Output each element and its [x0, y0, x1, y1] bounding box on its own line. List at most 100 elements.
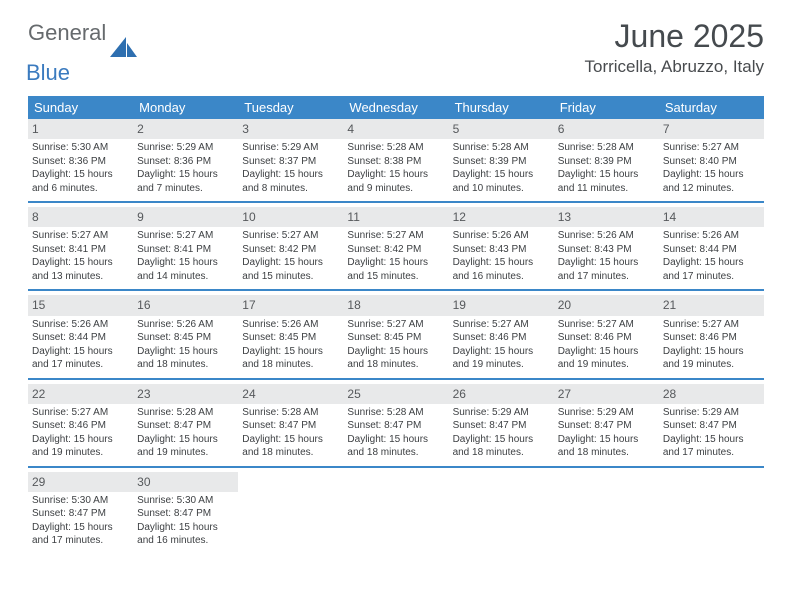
day-header: Monday	[133, 96, 238, 119]
daylight-text: Daylight: 15 hours and 14 minutes.	[137, 256, 234, 283]
day-cell: 30Sunrise: 5:30 AMSunset: 8:47 PMDayligh…	[133, 472, 238, 554]
sunrise-text: Sunrise: 5:27 AM	[137, 229, 234, 243]
week-row: 15Sunrise: 5:26 AMSunset: 8:44 PMDayligh…	[28, 295, 764, 379]
logo-text-blue: Blue	[26, 60, 106, 86]
day-cell: 27Sunrise: 5:29 AMSunset: 8:47 PMDayligh…	[554, 384, 659, 466]
sunset-text: Sunset: 8:41 PM	[32, 243, 129, 257]
day-number: 21	[659, 295, 764, 315]
week-row: 1Sunrise: 5:30 AMSunset: 8:36 PMDaylight…	[28, 119, 764, 203]
daylight-text: Daylight: 15 hours and 19 minutes.	[663, 345, 760, 372]
day-number: 27	[554, 384, 659, 404]
day-cell: 4Sunrise: 5:28 AMSunset: 8:38 PMDaylight…	[343, 119, 448, 201]
day-number: 13	[554, 207, 659, 227]
empty-cell	[554, 472, 659, 554]
daylight-text: Daylight: 15 hours and 19 minutes.	[137, 433, 234, 460]
daylight-text: Daylight: 15 hours and 6 minutes.	[32, 168, 129, 195]
sunrise-text: Sunrise: 5:28 AM	[347, 141, 444, 155]
daylight-text: Daylight: 15 hours and 17 minutes.	[663, 433, 760, 460]
day-number: 4	[343, 119, 448, 139]
sunrise-text: Sunrise: 5:29 AM	[242, 141, 339, 155]
day-header: Friday	[554, 96, 659, 119]
sunrise-text: Sunrise: 5:29 AM	[663, 406, 760, 420]
day-number: 7	[659, 119, 764, 139]
daylight-text: Daylight: 15 hours and 15 minutes.	[242, 256, 339, 283]
sunset-text: Sunset: 8:45 PM	[347, 331, 444, 345]
daylight-text: Daylight: 15 hours and 19 minutes.	[32, 433, 129, 460]
day-cell: 17Sunrise: 5:26 AMSunset: 8:45 PMDayligh…	[238, 295, 343, 377]
sunset-text: Sunset: 8:47 PM	[558, 419, 655, 433]
daylight-text: Daylight: 15 hours and 19 minutes.	[558, 345, 655, 372]
daylight-text: Daylight: 15 hours and 13 minutes.	[32, 256, 129, 283]
daylight-text: Daylight: 15 hours and 18 minutes.	[242, 433, 339, 460]
sunset-text: Sunset: 8:37 PM	[242, 155, 339, 169]
sunset-text: Sunset: 8:45 PM	[242, 331, 339, 345]
empty-cell	[449, 472, 554, 554]
sunrise-text: Sunrise: 5:28 AM	[453, 141, 550, 155]
sunset-text: Sunset: 8:46 PM	[663, 331, 760, 345]
day-number: 25	[343, 384, 448, 404]
day-cell: 8Sunrise: 5:27 AMSunset: 8:41 PMDaylight…	[28, 207, 133, 289]
logo-sail-icon	[110, 37, 138, 66]
logo: General Blue	[28, 22, 138, 86]
daylight-text: Daylight: 15 hours and 18 minutes.	[242, 345, 339, 372]
daylight-text: Daylight: 15 hours and 17 minutes.	[663, 256, 760, 283]
sunrise-text: Sunrise: 5:28 AM	[347, 406, 444, 420]
day-cell: 26 Sunrise: 5:29 AMSunset: 8:47 PMDayligh…	[449, 384, 554, 466]
sunset-text: Sunset: 8:36 PM	[137, 155, 234, 169]
daylight-text: Daylight: 15 hours and 19 minutes.	[453, 345, 550, 372]
calendar-grid: Sunday Monday Tuesday Wednesday Thursday…	[28, 96, 764, 554]
sunrise-text: Sunrise: 5:27 AM	[663, 318, 760, 332]
day-number: 2	[133, 119, 238, 139]
sunrise-text: Sunrise: 5:27 AM	[32, 229, 129, 243]
sunrise-text: Sunrise: 5:26 AM	[453, 229, 550, 243]
sunset-text: Sunset: 8:47 PM	[137, 419, 234, 433]
day-number: 29	[28, 472, 133, 492]
sunset-text: Sunset: 8:47 PM	[347, 419, 444, 433]
sunset-text: Sunset: 8:47 PM	[137, 507, 234, 521]
daylight-text: Daylight: 15 hours and 15 minutes.	[347, 256, 444, 283]
day-header: Sunday	[28, 96, 133, 119]
day-cell: 18 Sunrise: 5:27 AMSunset: 8:45 PMDayligh…	[343, 295, 448, 377]
sunrise-text: Sunrise: 5:29 AM	[137, 141, 234, 155]
day-cell: 7Sunrise: 5:27 AMSunset: 8:40 PMDaylight…	[659, 119, 764, 201]
sunset-text: Sunset: 8:47 PM	[453, 419, 550, 433]
sunrise-text: Sunrise: 5:29 AM	[453, 406, 550, 420]
day-header: Wednesday	[343, 96, 448, 119]
week-row: 29Sunrise: 5:30 AMSunset: 8:47 PMDayligh…	[28, 472, 764, 554]
logo-text-stack: General Blue	[28, 22, 106, 86]
daylight-text: Daylight: 15 hours and 16 minutes.	[453, 256, 550, 283]
week-row: 22Sunrise: 5:27 AMSunset: 8:46 PMDayligh…	[28, 384, 764, 468]
day-cell: 28Sunrise: 5:29 AMSunset: 8:47 PMDayligh…	[659, 384, 764, 466]
daylight-text: Daylight: 15 hours and 18 minutes.	[453, 433, 550, 460]
day-number: 26	[449, 384, 554, 404]
day-cell: 16Sunrise: 5:26 AMSunset: 8:45 PMDayligh…	[133, 295, 238, 377]
day-cell: 3Sunrise: 5:29 AMSunset: 8:37 PMDaylight…	[238, 119, 343, 201]
sunset-text: Sunset: 8:43 PM	[453, 243, 550, 257]
sunrise-text: Sunrise: 5:26 AM	[663, 229, 760, 243]
sunrise-text: Sunrise: 5:28 AM	[558, 141, 655, 155]
day-number: 23	[133, 384, 238, 404]
sunrise-text: Sunrise: 5:30 AM	[32, 494, 129, 508]
day-cell: 13Sunrise: 5:26 AMSunset: 8:43 PMDayligh…	[554, 207, 659, 289]
sunrise-text: Sunrise: 5:30 AM	[32, 141, 129, 155]
sunset-text: Sunset: 8:39 PM	[453, 155, 550, 169]
daylight-text: Daylight: 15 hours and 7 minutes.	[137, 168, 234, 195]
sunset-text: Sunset: 8:44 PM	[663, 243, 760, 257]
sunrise-text: Sunrise: 5:27 AM	[347, 318, 444, 332]
day-number: 14	[659, 207, 764, 227]
day-number: 5	[449, 119, 554, 139]
header-right: June 2025 Torricella, Abruzzo, Italy	[584, 18, 764, 77]
daylight-text: Daylight: 15 hours and 17 minutes.	[558, 256, 655, 283]
daylight-text: Daylight: 15 hours and 18 minutes.	[347, 433, 444, 460]
day-number: 1	[28, 119, 133, 139]
day-number: 18	[343, 295, 448, 315]
weeks-container: 1Sunrise: 5:30 AMSunset: 8:36 PMDaylight…	[28, 119, 764, 554]
daylight-text: Daylight: 15 hours and 18 minutes.	[347, 345, 444, 372]
day-number: 12	[449, 207, 554, 227]
sunrise-text: Sunrise: 5:26 AM	[32, 318, 129, 332]
day-cell: 23Sunrise: 5:28 AMSunset: 8:47 PMDayligh…	[133, 384, 238, 466]
sunset-text: Sunset: 8:41 PM	[137, 243, 234, 257]
sunset-text: Sunset: 8:47 PM	[663, 419, 760, 433]
sunrise-text: Sunrise: 5:27 AM	[453, 318, 550, 332]
day-cell: 12 Sunrise: 5:26 AMSunset: 8:43 PMDayligh…	[449, 207, 554, 289]
